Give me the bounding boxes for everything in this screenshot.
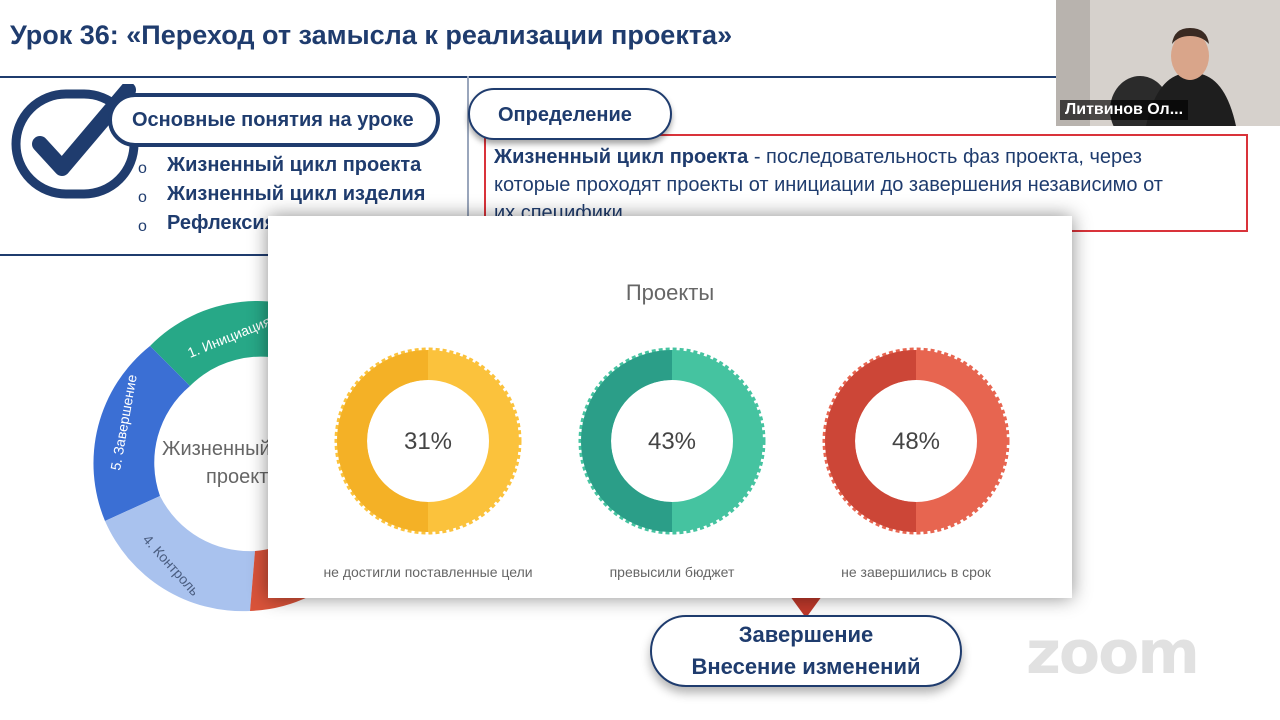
slide-title: Урок 36: «Переход от замысла к реализаци… [10, 20, 733, 50]
concepts-heading: Основные понятия на уроке [132, 109, 414, 131]
concepts-heading-pill [108, 93, 440, 147]
donut-ring-shade-3 [825, 350, 917, 532]
ring-segment-control [105, 496, 255, 612]
divider-vertical [467, 76, 469, 256]
donut-dashed-border-1 [334, 347, 522, 535]
definition-line-1: Жизненный цикл проекта - последовательно… [494, 146, 1142, 169]
donut-percent-1: 31% [403, 428, 453, 455]
definition-label-pill [468, 88, 672, 140]
donut-ring-shade-1 [337, 350, 429, 532]
popup-title: Проекты [625, 280, 715, 305]
finish-line-2: Внесение изменений [691, 654, 921, 679]
cycle-center-line-2: проект [206, 466, 269, 488]
definition-text-1: - последовательность фаз проекта, через [748, 146, 1142, 168]
divider-horizontal [0, 254, 470, 256]
concept-item: Жизненный цикл изделия [167, 183, 426, 205]
finish-line-1: Завершение [738, 622, 874, 647]
bullet-icon: o [138, 189, 147, 206]
bullet-icon: o [138, 218, 147, 235]
concept-item: Рефлексия [167, 212, 277, 234]
zoom-watermark-logo: zoom [1026, 618, 1200, 688]
definition-label: Определение [498, 104, 632, 126]
donut-charts [334, 347, 1010, 535]
donut-dashed-border-3 [822, 347, 1010, 535]
donut-percent-3: 48% [891, 428, 941, 455]
concept-item: Жизненный цикл проекта [167, 154, 422, 176]
ring-segment-finish [93, 346, 190, 521]
slide-title-bar [0, 0, 1056, 78]
bullet-icon: o [138, 160, 147, 177]
arrow-down-icon [790, 596, 822, 618]
webcam-participant-name: Литвинов Ол... [1060, 100, 1189, 120]
lifecycle-ring: 1. Инициация 5. Завершение 4. Контроль [93, 301, 340, 612]
donut-ring-shade-2 [581, 350, 673, 532]
projects-popup [268, 216, 1072, 598]
donut-label-1: не достигли поставленные цели [323, 564, 533, 580]
donut-label-3: не завершились в срок [841, 564, 991, 580]
finish-box [650, 615, 962, 687]
definition-term: Жизненный цикл проекта [494, 146, 749, 168]
donut-percent-2: 43% [647, 428, 697, 455]
donut-dashed-border-2 [578, 347, 766, 535]
definition-line-2: которые проходят проекты от инициации до… [494, 174, 1163, 196]
donut-label-2: превысили бюджет [609, 564, 735, 580]
cycle-center-line-1: Жизненный [162, 438, 271, 460]
